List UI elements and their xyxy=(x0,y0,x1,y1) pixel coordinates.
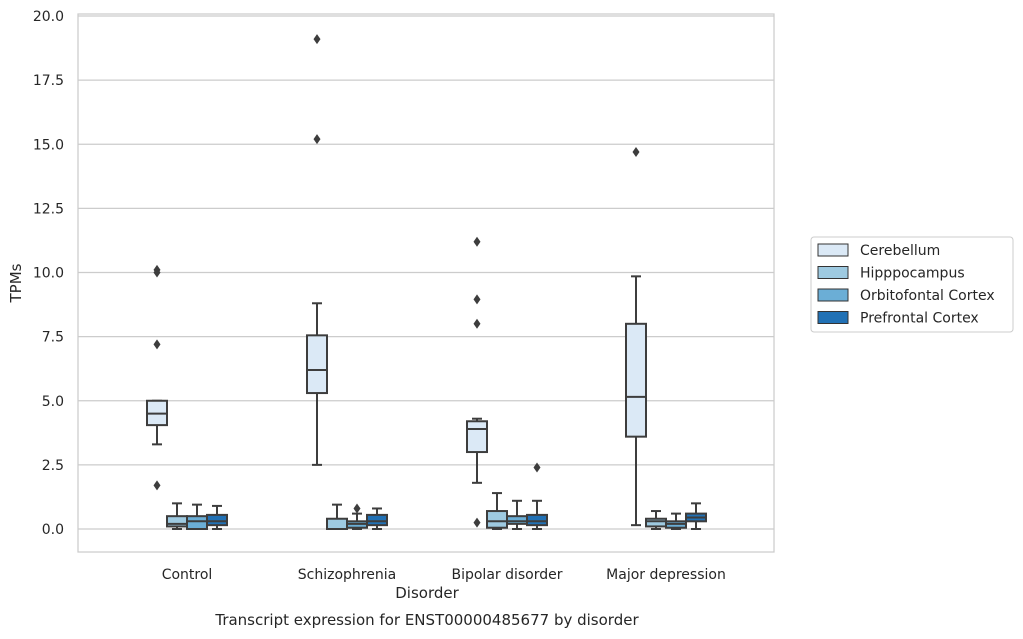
box-cerebellum-3 xyxy=(625,146,647,527)
box-body xyxy=(306,334,328,395)
legend-label: Prefrontal Cortex xyxy=(860,311,979,327)
box-prefrontal-cortex-0 xyxy=(206,504,228,530)
outlier-point xyxy=(153,480,161,491)
box-body xyxy=(466,420,488,454)
outlier-point xyxy=(153,339,161,350)
box-body xyxy=(645,517,667,528)
y-tick-label: 10.0 xyxy=(33,266,64,282)
legend-label: Orbitofontal Cortex xyxy=(860,288,995,304)
box-body xyxy=(526,513,548,527)
box-body xyxy=(506,515,528,525)
outlier-point xyxy=(313,34,321,45)
legend-swatch xyxy=(817,288,849,302)
box-body xyxy=(166,515,188,528)
y-tick-label: 5.0 xyxy=(42,394,64,410)
plot-frame xyxy=(77,13,775,553)
chart-title: Transcript expression for ENST0000048567… xyxy=(214,611,639,629)
box-orbitofontal-cortex-0 xyxy=(186,503,208,530)
y-axis-title: TPMs xyxy=(7,263,25,303)
outlier-point xyxy=(632,146,640,157)
legend-swatch xyxy=(817,266,849,279)
legend: Cerebellum Hipppocampus Orbitofontal Corte… xyxy=(810,236,1014,333)
outlier-point xyxy=(473,236,481,247)
outlier-point xyxy=(353,503,361,514)
y-tick-label: 0.0 xyxy=(42,522,64,538)
outlier-point xyxy=(533,462,541,473)
box-cerebellum-1 xyxy=(306,34,328,466)
outlier-point xyxy=(473,517,481,528)
y-tick-label: 17.5 xyxy=(33,73,64,89)
box-orbitofontal-cortex-3 xyxy=(665,512,687,530)
outlier-point xyxy=(153,267,161,278)
y-axis-ticks: 0.0 2.5 5.0 7.5 10.0 12.5 15.0 17.5 20.0 xyxy=(33,9,64,538)
y-tick-label: 15.0 xyxy=(33,137,64,153)
legend-label: Cerebellum xyxy=(860,243,940,259)
x-tick-label: Bipolar disorder xyxy=(451,567,562,583)
x-axis-ticks: Control Schizophrenia Bipolar disorder Majo… xyxy=(162,567,726,583)
x-tick-label: Major depression xyxy=(606,567,726,583)
box-body xyxy=(326,517,348,530)
x-tick-label: Control xyxy=(162,567,213,583)
legend-frame xyxy=(810,236,1014,333)
box-prefrontal-cortex-2 xyxy=(526,462,548,530)
box-body xyxy=(206,513,228,527)
x-axis-title: Disorder xyxy=(395,584,459,602)
legend-swatch xyxy=(817,243,849,257)
y-tick-label: 2.5 xyxy=(42,458,64,474)
box-prefrontal-cortex-3 xyxy=(685,502,707,530)
box-body xyxy=(486,510,508,529)
outlier-point xyxy=(473,318,481,329)
legend-swatch xyxy=(817,311,849,324)
box-body xyxy=(366,513,388,527)
x-tick-label: Schizophrenia xyxy=(298,567,396,583)
box-body xyxy=(625,322,647,438)
box-cerebellum-2 xyxy=(466,236,488,528)
outlier-point xyxy=(473,294,481,305)
y-tick-label: 20.0 xyxy=(33,9,64,25)
box-cerebellum-0 xyxy=(146,264,168,491)
box-body xyxy=(186,515,208,530)
legend-label: Hipppocampus xyxy=(860,266,965,282)
outlier-point xyxy=(313,134,321,145)
box-prefrontal-cortex-1 xyxy=(366,507,388,530)
y-tick-label: 7.5 xyxy=(42,330,64,346)
box-plots xyxy=(146,34,707,530)
y-tick-label: 12.5 xyxy=(33,201,64,217)
